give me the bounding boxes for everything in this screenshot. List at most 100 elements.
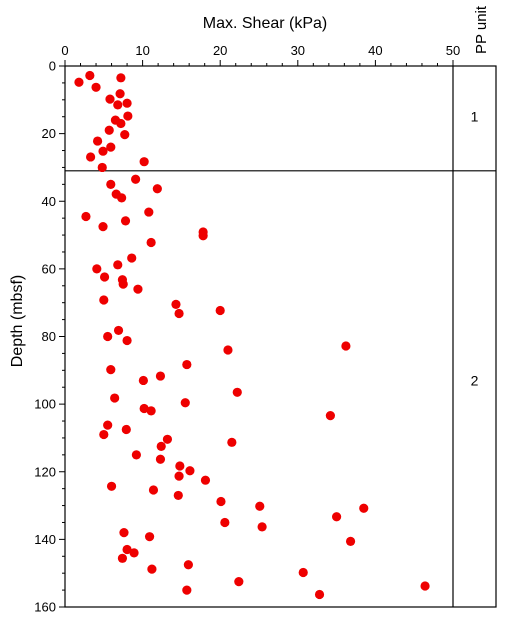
x-tick-label: 10	[135, 43, 149, 58]
data-point	[325, 411, 335, 421]
data-point	[220, 517, 230, 528]
data-point	[162, 434, 173, 444]
data-point	[183, 560, 193, 570]
data-point	[74, 77, 84, 87]
unit-label-1: 1	[471, 109, 479, 125]
y-tick-label: 60	[42, 261, 56, 276]
data-point	[122, 98, 132, 108]
y-tick-label: 20	[42, 126, 56, 141]
data-point	[146, 237, 156, 248]
y-axis-title: Depth (mbsf)	[9, 275, 26, 367]
data-point	[200, 475, 211, 485]
y-tick-label: 100	[34, 397, 56, 412]
data-point	[103, 331, 113, 342]
data-point	[122, 544, 132, 555]
data-point	[314, 589, 325, 600]
data-point	[92, 264, 102, 274]
data-point	[91, 82, 101, 92]
y-tick-label: 160	[34, 600, 56, 615]
data-point	[120, 130, 130, 140]
data-point	[105, 94, 115, 104]
data-point	[118, 279, 128, 289]
data-point	[234, 577, 244, 587]
data-point	[359, 503, 369, 513]
data-point	[155, 371, 166, 381]
data-point	[98, 222, 108, 232]
x-tick-label: 30	[291, 43, 305, 58]
data-point	[341, 341, 351, 351]
data-point	[257, 522, 267, 532]
data-point	[148, 485, 159, 495]
data-point	[103, 420, 113, 430]
data-point	[156, 441, 166, 451]
data-point	[180, 398, 190, 408]
data-point	[182, 585, 192, 595]
unit-panel-title: PP unit	[473, 5, 490, 54]
y-tick-label: 0	[49, 59, 56, 74]
data-point	[144, 532, 155, 542]
data-point	[92, 136, 103, 146]
data-point	[227, 437, 237, 447]
data-point	[216, 496, 226, 507]
data-point	[99, 429, 109, 440]
data-point	[133, 284, 143, 294]
data-point	[117, 193, 127, 203]
y-tick-label: 80	[42, 329, 56, 344]
data-point	[155, 454, 166, 464]
data-point	[116, 118, 126, 129]
data-point	[121, 424, 131, 435]
data-point	[99, 272, 110, 282]
data-point	[86, 152, 96, 162]
data-point	[171, 299, 181, 309]
data-point	[131, 174, 141, 184]
data-point	[255, 501, 265, 511]
x-tick-label: 50	[446, 43, 460, 58]
data-point	[106, 142, 116, 152]
data-point	[144, 207, 154, 217]
data-point	[98, 146, 108, 156]
data-point	[115, 89, 125, 99]
data-point	[332, 512, 342, 522]
data-point	[113, 100, 123, 110]
x-tick-label: 0	[61, 43, 68, 58]
data-point	[173, 490, 183, 501]
unit-label-2: 2	[471, 372, 479, 388]
data-point	[106, 481, 117, 491]
data-point	[174, 471, 184, 481]
data-point	[174, 308, 184, 319]
data-point	[97, 162, 107, 173]
data-point	[110, 393, 120, 403]
data-point	[81, 211, 91, 222]
data-point	[131, 450, 141, 460]
y-tick-label: 140	[34, 532, 56, 547]
data-point	[106, 179, 116, 189]
data-point	[152, 184, 162, 194]
data-point	[117, 553, 128, 563]
x-tick-label: 40	[368, 43, 382, 58]
data-point	[129, 548, 139, 558]
data-point	[223, 345, 233, 355]
data-point	[123, 111, 133, 121]
data-point	[106, 365, 116, 375]
data-point	[120, 216, 131, 226]
data-point	[147, 564, 157, 574]
data-point	[127, 253, 137, 263]
data-point	[185, 466, 195, 476]
data-point	[122, 335, 132, 346]
data-point	[232, 387, 242, 397]
data-point	[298, 567, 308, 578]
y-tick-label: 40	[42, 194, 56, 209]
data-point	[345, 536, 356, 547]
data-point	[139, 157, 149, 167]
x-tick-label: 20	[213, 43, 227, 58]
data-point	[119, 528, 129, 538]
data-point	[116, 73, 126, 83]
plot-frame	[64, 65, 497, 608]
data-point	[175, 461, 185, 471]
data-point	[420, 581, 430, 591]
data-point	[139, 403, 149, 414]
data-point	[138, 375, 148, 386]
data-point	[182, 359, 192, 370]
data-point	[113, 260, 123, 270]
